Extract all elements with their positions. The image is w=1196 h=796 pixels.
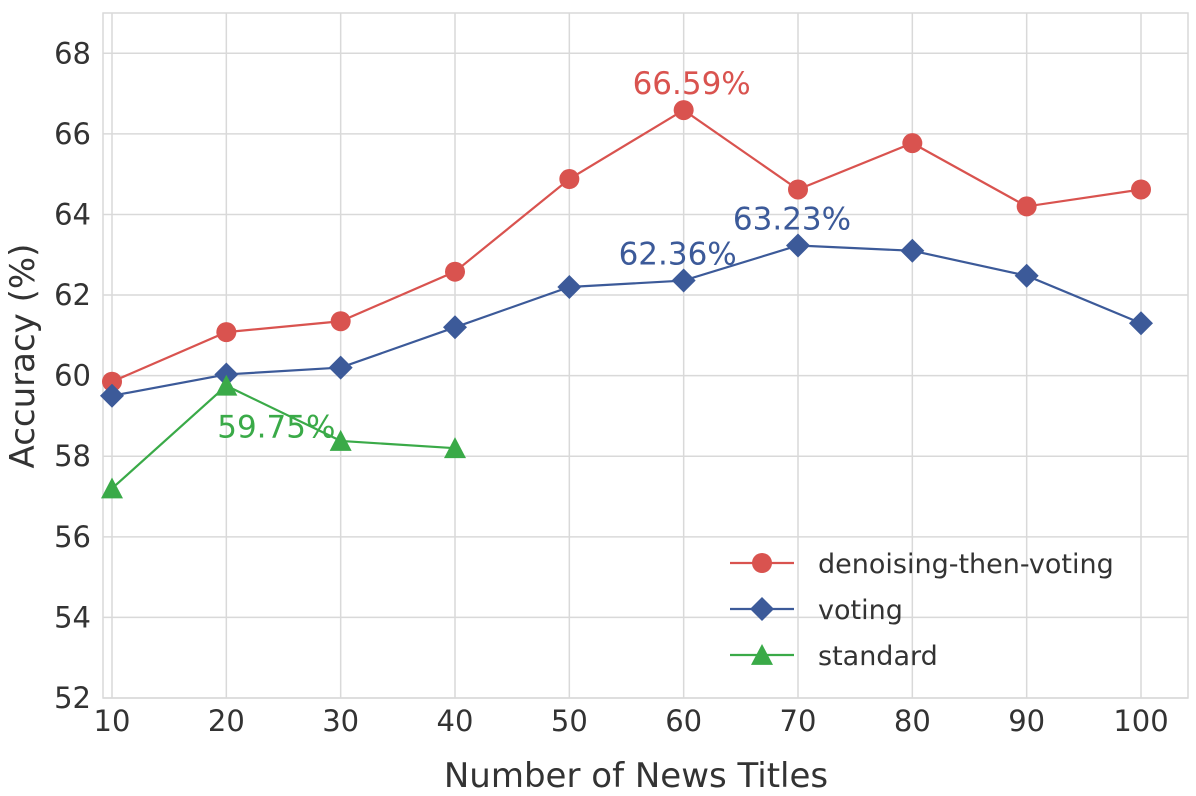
series-denoising-then-voting [102,100,1151,392]
x-tick-label: 30 [322,704,359,738]
y-tick-label: 60 [54,359,91,393]
annotations: 66.59% 62.36%63.23% 59.75% [217,66,851,446]
data-label: 59.75% [217,410,335,446]
legend-item: voting [730,595,903,626]
data-point [444,437,466,459]
series [100,100,1153,499]
series-standard [101,374,466,499]
x-tick-label: 70 [780,704,817,738]
data-point [1129,311,1153,336]
series-line [111,384,456,490]
data-point [900,238,925,263]
x-tick-label: 40 [437,704,474,738]
data-point [443,315,467,340]
x-tick-label: 50 [551,704,588,738]
legend-label: denoising-then-voting [818,549,1114,580]
data-point [1131,179,1151,200]
legend: denoising-then-voting voting standard [730,549,1114,672]
legend-marker [751,644,773,665]
data-point [100,383,124,408]
x-tick-label: 90 [1008,704,1045,738]
legend-item: standard [730,641,938,672]
data-point [671,268,696,293]
data-point [559,169,580,190]
data-point [557,275,582,299]
data-point [101,477,123,499]
data-point [1014,263,1039,288]
series-voting [100,233,1153,408]
data-label: 66.59% [633,66,751,102]
grid [102,12,1189,699]
y-tick-label: 54 [54,600,91,634]
data-point [673,100,694,121]
x-axis-title: Number of News Titles [444,756,828,796]
y-tick-label: 62 [54,278,91,312]
y-tick-label: 58 [54,439,91,473]
data-point [216,322,237,343]
y-tick-label: 52 [54,681,91,715]
x-tick-label: 10 [94,704,131,738]
data-label: 63.23% [733,201,851,237]
y-tick-label: 66 [54,117,91,151]
data-point [788,179,808,200]
y-tick-label: 56 [54,520,91,554]
y-tick-label: 64 [54,197,91,231]
x-tick-label: 20 [208,704,245,738]
legend-marker [750,597,774,621]
data-point [1016,196,1037,217]
x-tick-label: 60 [665,704,702,738]
data-label: 62.36% [619,237,737,273]
axes: 52 54 56 58 60 62 64 66 68 10 20 30 40 50 60 70 80 90 100 [54,36,1169,738]
data-point [102,371,122,392]
data-point [786,233,810,258]
data-point [214,362,239,387]
data-point [329,429,352,451]
legend-label: voting [818,595,903,626]
data-point [902,133,923,154]
series-line [111,244,1142,397]
x-tick-label: 80 [894,704,931,738]
data-point [330,311,351,332]
series-line [111,108,1142,383]
data-point [328,355,353,380]
legend-item: denoising-then-voting [730,549,1114,580]
plot-frame [102,12,1189,699]
data-point [445,261,465,282]
legend-label: standard [818,641,938,672]
x-tick-label: 100 [1113,704,1168,738]
y-axis-title: Accuracy (%) [3,244,43,469]
legend-marker [752,553,772,573]
data-point [215,374,238,396]
y-tick-label: 68 [54,36,91,70]
